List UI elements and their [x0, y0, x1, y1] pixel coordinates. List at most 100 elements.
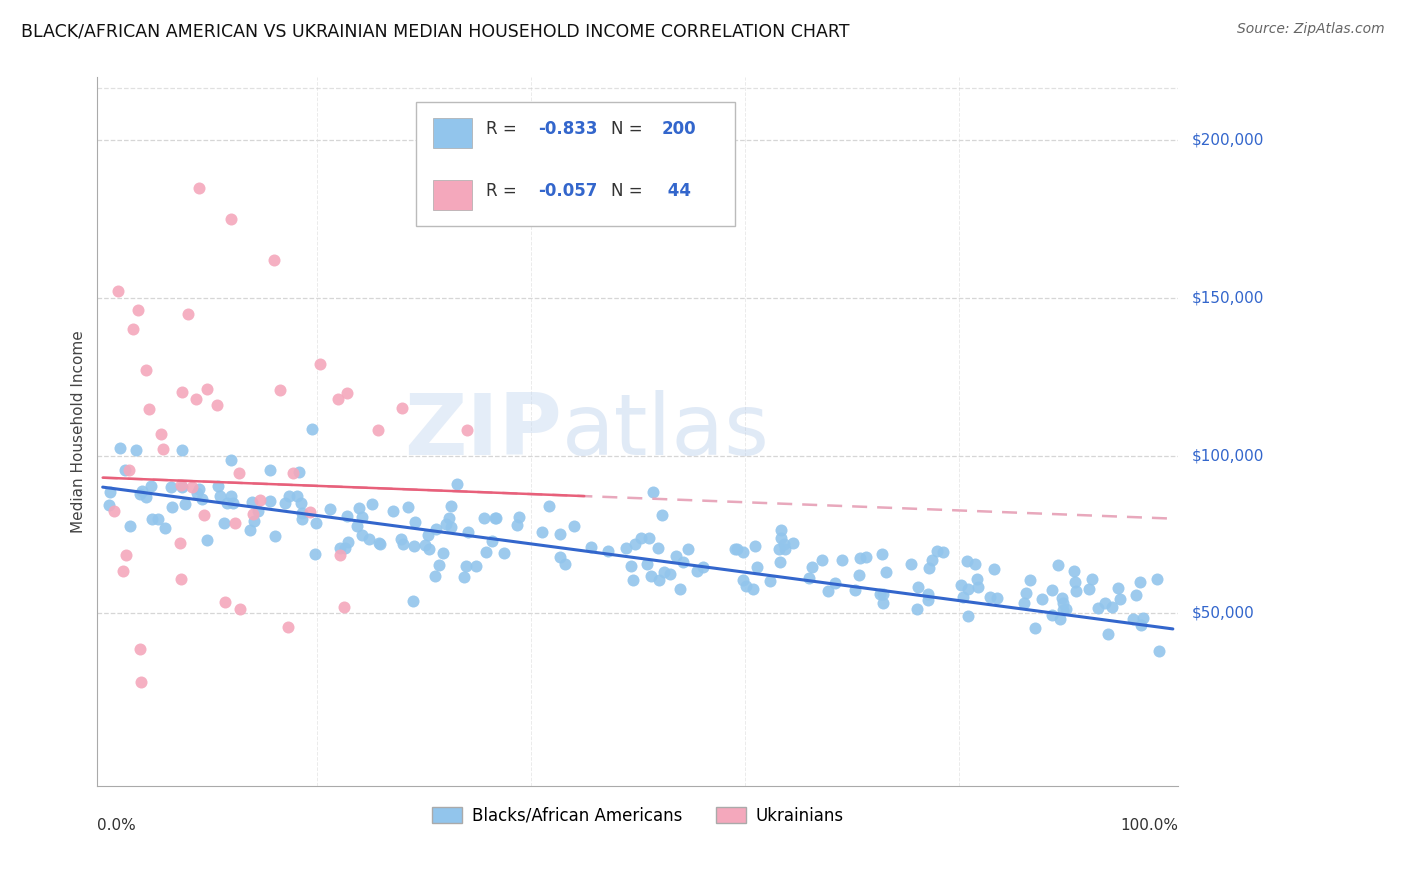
- Text: $100,000: $100,000: [1192, 448, 1264, 463]
- Point: [956, 582, 979, 597]
- Point: [184, 392, 207, 407]
- Point: [849, 551, 872, 566]
- Point: [188, 482, 211, 496]
- Text: N =: N =: [610, 182, 648, 200]
- Point: [432, 546, 454, 560]
- Point: [1049, 612, 1071, 626]
- Point: [125, 442, 148, 457]
- Point: [274, 496, 297, 510]
- Point: [308, 357, 330, 371]
- FancyBboxPatch shape: [433, 118, 472, 148]
- Point: [359, 532, 381, 546]
- Point: [492, 546, 515, 560]
- Point: [647, 541, 669, 555]
- Point: [240, 495, 263, 509]
- FancyBboxPatch shape: [433, 180, 472, 210]
- Point: [454, 559, 477, 574]
- Point: [724, 542, 747, 557]
- Text: Source: ZipAtlas.com: Source: ZipAtlas.com: [1237, 22, 1385, 37]
- Point: [979, 591, 1001, 605]
- Point: [425, 569, 447, 583]
- Point: [907, 580, 929, 594]
- Point: [214, 595, 236, 609]
- Point: [769, 524, 792, 538]
- Point: [242, 514, 264, 528]
- Point: [457, 524, 479, 539]
- Point: [437, 511, 460, 525]
- Point: [367, 423, 389, 437]
- Point: [246, 504, 269, 518]
- Point: [382, 504, 405, 518]
- Point: [186, 485, 208, 500]
- Point: [413, 538, 436, 552]
- Point: [177, 307, 200, 321]
- Point: [952, 591, 974, 605]
- Point: [548, 527, 571, 541]
- Point: [672, 555, 695, 569]
- Point: [1052, 602, 1074, 616]
- Point: [326, 392, 349, 406]
- Point: [641, 485, 664, 500]
- Point: [264, 529, 287, 543]
- Point: [481, 533, 503, 548]
- Point: [425, 522, 447, 536]
- Point: [121, 322, 143, 336]
- Point: [212, 516, 235, 530]
- Point: [1129, 618, 1152, 632]
- Point: [346, 519, 368, 533]
- Point: [418, 541, 440, 556]
- Point: [621, 573, 644, 587]
- Point: [1064, 583, 1087, 598]
- Point: [669, 582, 692, 596]
- Point: [538, 500, 561, 514]
- Point: [396, 500, 419, 514]
- Point: [228, 466, 250, 480]
- Text: 100.0%: 100.0%: [1121, 818, 1178, 833]
- Point: [440, 499, 463, 513]
- Point: [875, 566, 897, 580]
- Point: [773, 541, 796, 556]
- Point: [222, 496, 245, 510]
- Point: [180, 480, 202, 494]
- Point: [665, 549, 688, 563]
- Point: [153, 521, 176, 535]
- Point: [986, 591, 1008, 605]
- Point: [453, 570, 475, 584]
- Text: R =: R =: [486, 182, 523, 200]
- Point: [239, 523, 262, 537]
- Point: [1050, 591, 1073, 605]
- Point: [917, 587, 939, 601]
- Point: [288, 465, 311, 479]
- Point: [927, 544, 949, 558]
- Point: [188, 180, 211, 194]
- Point: [278, 489, 301, 503]
- Point: [195, 383, 218, 397]
- Point: [249, 493, 271, 508]
- Point: [304, 547, 326, 561]
- Point: [848, 567, 870, 582]
- Point: [392, 537, 415, 551]
- Point: [921, 553, 943, 567]
- Point: [169, 572, 191, 586]
- Point: [114, 463, 136, 477]
- Point: [484, 510, 506, 524]
- Point: [347, 500, 370, 515]
- Point: [782, 535, 804, 549]
- Point: [97, 499, 120, 513]
- Point: [1129, 574, 1152, 589]
- Point: [228, 601, 250, 615]
- Text: 200: 200: [662, 120, 696, 138]
- Point: [1078, 582, 1101, 597]
- Point: [1031, 592, 1053, 607]
- Point: [905, 602, 928, 616]
- Point: [1046, 558, 1069, 572]
- Point: [652, 565, 675, 579]
- Point: [1081, 572, 1104, 586]
- Point: [1087, 600, 1109, 615]
- Point: [918, 561, 941, 575]
- Point: [855, 550, 877, 565]
- Point: [159, 480, 181, 494]
- Point: [333, 541, 356, 555]
- Point: [456, 424, 478, 438]
- Point: [129, 642, 152, 657]
